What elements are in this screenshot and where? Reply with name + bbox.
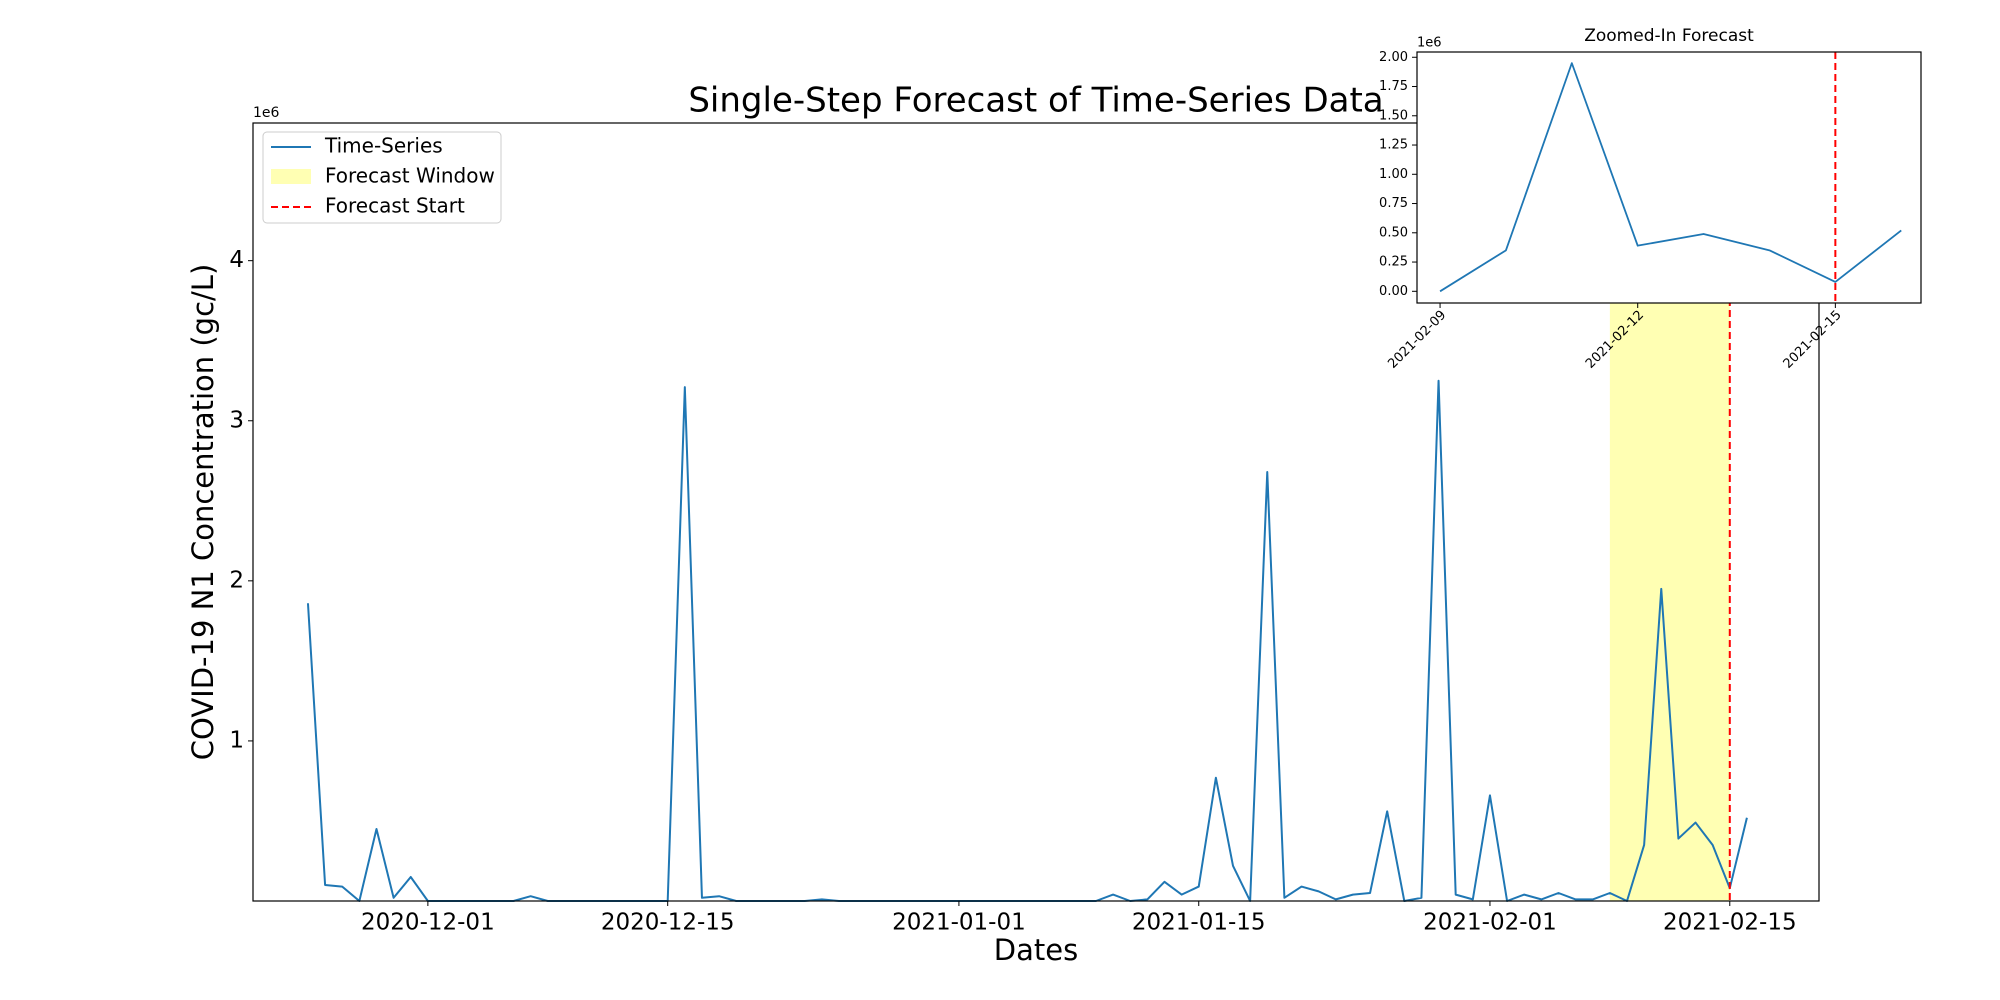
- x-tick-label: 2021-02-09: [1385, 308, 1449, 372]
- y-tick-label: 1.00: [1379, 167, 1408, 182]
- y-tick-label: 1: [229, 727, 244, 753]
- y-tick-label: 0.25: [1379, 255, 1408, 270]
- chart-title: Single-Step Forecast of Time-Series Data: [688, 81, 1383, 121]
- legend-box: [262, 131, 502, 224]
- series-line: [306, 379, 1748, 902]
- inset-background: [1417, 52, 1921, 303]
- y-tick-label: 2.00: [1379, 50, 1408, 65]
- series-line: [1439, 62, 1902, 293]
- y-tick-label: 1.50: [1379, 108, 1408, 123]
- y-tick-label: 0.50: [1379, 225, 1408, 240]
- y-tick-label: 0.00: [1379, 284, 1408, 299]
- y-tick-label: 1.25: [1379, 138, 1408, 153]
- y-tick-label: 2: [229, 567, 244, 593]
- x-tick-label: 2021-01-15: [1132, 910, 1266, 936]
- x-tick-label: 2021-02-15: [1663, 910, 1797, 936]
- y-tick-label: 1.75: [1379, 79, 1408, 94]
- y-offset: 1e6: [253, 105, 280, 121]
- y-tick-label: 0.75: [1379, 196, 1408, 211]
- y-axis-label: COVID-19 N1 Concentration (gc/L): [186, 264, 220, 761]
- x-axis-label: Dates: [994, 933, 1078, 967]
- legend-key: [271, 169, 311, 184]
- x-tick-label: 2021-01-01: [892, 910, 1026, 936]
- axes-frame: [252, 122, 1820, 902]
- legend-label: Forecast Window: [325, 164, 495, 188]
- y-offset: 1e6: [1417, 36, 1442, 51]
- legend-label: Time-Series: [324, 134, 443, 158]
- x-tick-label: 2021-02-15: [1781, 308, 1845, 372]
- y-tick-label: 4: [229, 247, 244, 273]
- x-tick-label: 2021-02-01: [1423, 910, 1557, 936]
- legend-label: Forecast Start: [325, 194, 465, 218]
- x-tick-label: 2020-12-15: [601, 910, 735, 936]
- x-tick-label: 2020-12-01: [361, 910, 495, 936]
- inset-title: Zoomed-In Forecast: [1584, 26, 1754, 46]
- y-tick-label: 3: [229, 407, 244, 433]
- axes-frame: [1416, 51, 1922, 304]
